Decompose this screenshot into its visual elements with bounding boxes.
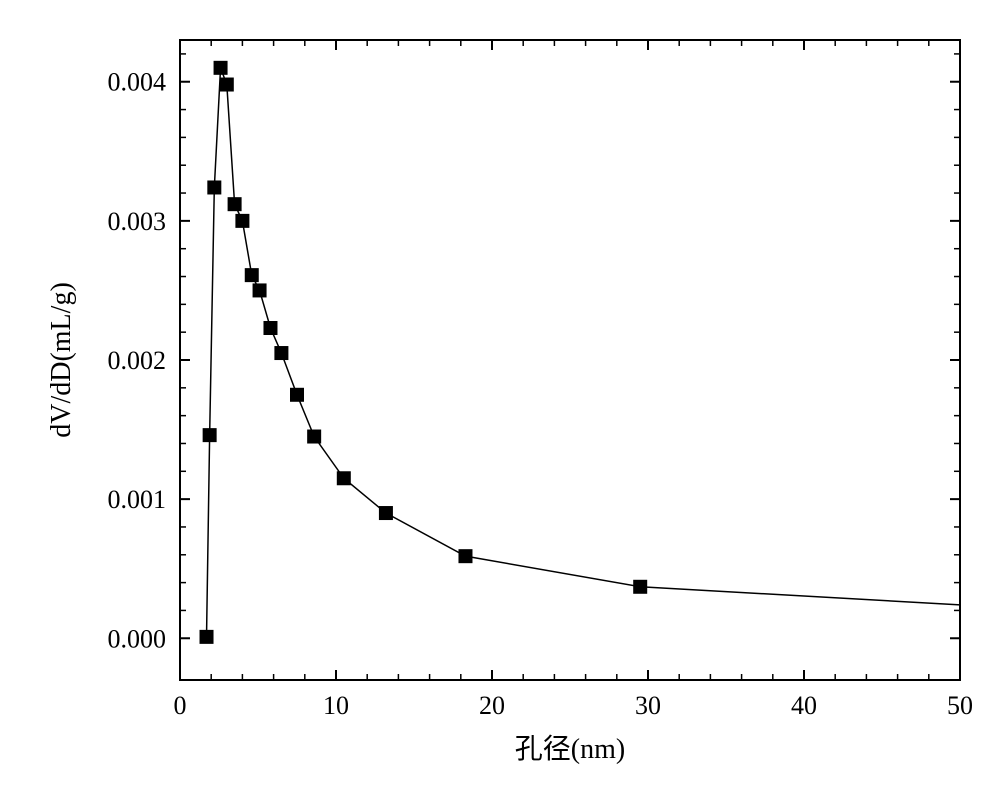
- y-tick-label: 0.000: [108, 624, 167, 653]
- x-axis-label: 孔径(nm): [515, 733, 625, 765]
- x-tick-label: 0: [174, 691, 187, 720]
- data-marker: [220, 78, 234, 92]
- data-marker: [458, 549, 472, 563]
- data-marker: [263, 321, 277, 335]
- data-marker: [307, 430, 321, 444]
- x-tick-label: 20: [479, 691, 505, 720]
- data-marker: [337, 471, 351, 485]
- data-marker: [245, 268, 259, 282]
- data-marker: [633, 580, 647, 594]
- y-axis-label: dV/dD(mL/g): [46, 282, 77, 438]
- data-marker: [235, 214, 249, 228]
- pore-size-distribution-chart: 0 10 20 30 40 50 0.000 0.001 0.002 0.003 0.004 孔径(n…: [0, 0, 1000, 800]
- data-marker: [274, 346, 288, 360]
- chart-container: 0 10 20 30 40 50 0.000 0.001 0.002 0.003 0.004 孔径(n…: [0, 0, 1000, 800]
- x-tick-label: 10: [323, 691, 349, 720]
- x-tick-label: 30: [635, 691, 661, 720]
- y-tick-label: 0.002: [108, 346, 167, 375]
- data-marker: [228, 197, 242, 211]
- data-marker: [290, 388, 304, 402]
- data-marker: [253, 283, 267, 297]
- data-marker: [207, 180, 221, 194]
- y-tick-label: 0.003: [108, 207, 167, 236]
- data-marker: [214, 61, 228, 75]
- data-marker: [379, 506, 393, 520]
- x-tick-label: 40: [791, 691, 817, 720]
- x-tick-label: 50: [947, 691, 973, 720]
- data-marker: [200, 630, 214, 644]
- y-tick-label: 0.001: [108, 485, 167, 514]
- data-marker: [203, 428, 217, 442]
- y-tick-label: 0.004: [108, 68, 167, 97]
